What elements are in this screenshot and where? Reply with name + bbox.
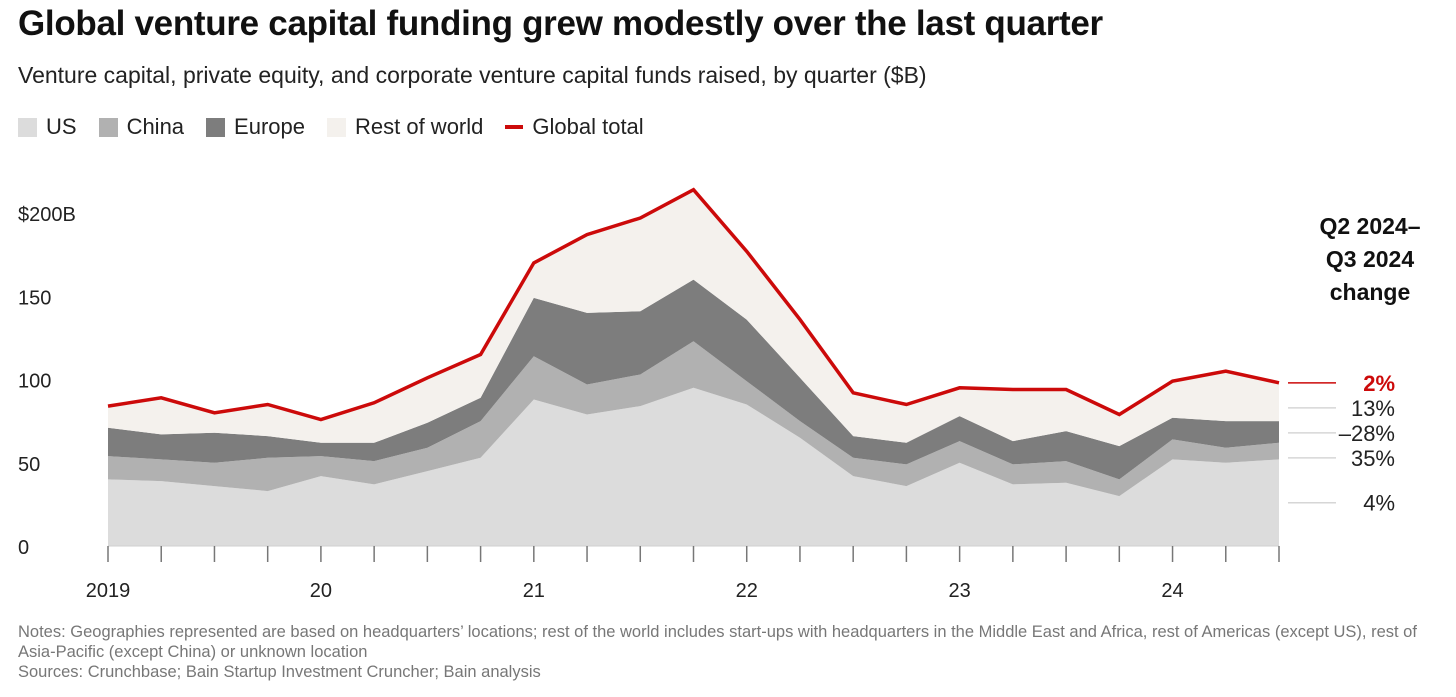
global-total-line: [107, 187, 1280, 422]
chart-notes: Notes: Geographies represented are based…: [18, 622, 1438, 682]
x-tick-label-22: 22: [736, 580, 758, 602]
chart-subtitle: Venture capital, private equity, and cor…: [18, 62, 927, 88]
x-tick-label-23: 23: [949, 580, 971, 602]
legend-item-rest-of-world: Rest of world: [327, 114, 483, 140]
change-label-rest-of-world: 13%: [1351, 396, 1395, 421]
x-tick-label-21: 21: [523, 580, 545, 602]
legend-item-europe: Europe: [206, 114, 305, 140]
area-china: [108, 341, 1279, 497]
notes-text: Notes: Geographies represented are based…: [18, 623, 1417, 661]
area-europe: [108, 279, 1279, 480]
legend-swatch-europe: [206, 117, 226, 137]
change-label-china: 35%: [1351, 446, 1395, 471]
x-tick-label-2019: 2019: [86, 580, 131, 602]
legend-swatch-rest-of-world: [327, 117, 346, 137]
y-tick-label-50: 50: [18, 454, 40, 476]
y-tick-label-200: $200B: [18, 204, 76, 226]
area-rest-of-world: [108, 189, 1279, 447]
x-tick-label-24: 24: [1161, 580, 1183, 602]
change-title-line-2: Q3 2024: [1326, 246, 1414, 272]
chart-title: Global venture capital funding grew mode…: [18, 4, 1103, 43]
legend-line-global-total: [505, 125, 524, 129]
legend-label-global-total: Global total: [532, 114, 644, 139]
legend-item-global-total: Global total: [505, 114, 644, 140]
legend-label-china: China: [126, 114, 185, 139]
legend-swatch-china: [98, 117, 118, 137]
legend-label-rest-of-world: Rest of world: [355, 114, 484, 139]
legend-label-europe: Europe: [234, 114, 305, 139]
change-title-line-1: Q2 2024–: [1319, 213, 1420, 239]
change-title-line-3: change: [1330, 279, 1411, 305]
y-tick-label-100: 100: [18, 371, 51, 393]
x-tick-label-20: 20: [310, 580, 332, 602]
area-us: [108, 387, 1279, 546]
sources-text: Sources: Crunchbase; Bain Startup Invest…: [18, 663, 541, 681]
legend-item-us: US: [18, 114, 77, 140]
change-label-europe: –28%: [1339, 421, 1395, 446]
change-label-global-total: 2%: [1363, 371, 1395, 396]
legend: US China Europe Rest of world Global tot…: [18, 114, 666, 140]
legend-swatch-us: [18, 117, 37, 137]
change-label-us: 4%: [1363, 491, 1395, 516]
y-tick-label-150: 150: [18, 287, 51, 309]
legend-label-us: US: [46, 114, 77, 139]
y-tick-label-0: 0: [18, 537, 29, 559]
legend-item-china: China: [98, 114, 185, 140]
